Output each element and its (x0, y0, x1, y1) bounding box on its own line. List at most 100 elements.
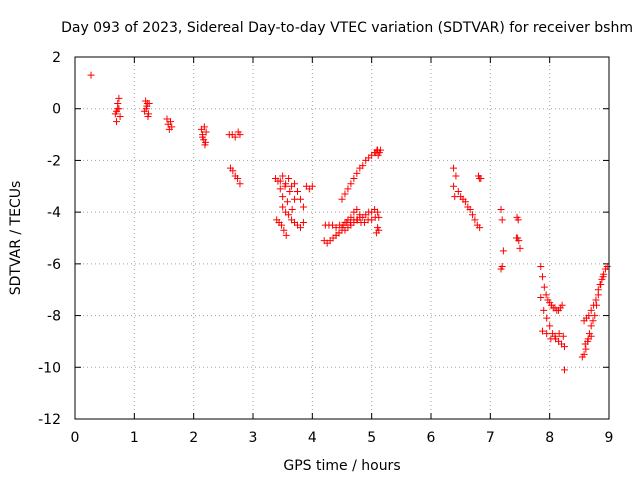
grid (75, 57, 609, 419)
x-tick-label: 5 (367, 430, 376, 446)
data-point (280, 226, 288, 234)
x-tick-label: 4 (308, 430, 317, 446)
data-point (537, 262, 545, 270)
x-tick-label: 8 (545, 430, 554, 446)
data-point (469, 211, 477, 219)
x-axis-label: GPS time / hours (283, 458, 400, 474)
data-point (580, 350, 588, 358)
x-tick-label: 0 (71, 430, 80, 446)
data-point (142, 105, 150, 113)
x-tick-label: 2 (189, 430, 198, 446)
data-point (590, 301, 598, 309)
data-point (163, 115, 171, 123)
data-point (286, 187, 294, 195)
chart-title: Day 093 of 2023, Sidereal Day-to-day VTE… (61, 20, 633, 36)
data-point (332, 224, 340, 232)
data-point (516, 244, 524, 252)
data-point (338, 195, 346, 203)
data-point (450, 164, 458, 172)
data-point (589, 317, 597, 325)
data-point (356, 211, 364, 219)
data-point (361, 218, 369, 226)
plot-frame (74, 56, 610, 420)
data-point (335, 229, 343, 237)
data-point (202, 128, 210, 136)
data-point (499, 247, 507, 255)
data-point (591, 312, 599, 320)
data-point (514, 216, 522, 224)
data-point (282, 231, 290, 239)
data-point (296, 224, 304, 232)
y-tick-label: 0 (52, 102, 61, 118)
y-tick-label: 2 (52, 50, 61, 66)
data-point (279, 172, 287, 180)
y-axis-label: SDTVAR / TECUs (8, 181, 24, 296)
data-point (471, 216, 479, 224)
data-point (231, 133, 239, 141)
data-point (308, 182, 316, 190)
data-point (329, 221, 337, 229)
data-point (168, 123, 176, 131)
data-point (477, 175, 485, 183)
x-tick-label: 7 (486, 430, 495, 446)
data-point (115, 94, 123, 102)
data-point (294, 187, 301, 195)
x-tick-label: 3 (249, 430, 258, 446)
data-point (347, 180, 355, 188)
data-point (375, 213, 383, 221)
data-point (115, 105, 123, 113)
data-point (277, 221, 285, 229)
data-point (374, 208, 382, 216)
data-point (341, 190, 349, 198)
data-point (167, 118, 175, 126)
data-point (599, 273, 607, 281)
data-point (597, 281, 605, 289)
y-tick-label: -6 (47, 257, 61, 273)
data-point (561, 343, 568, 351)
data-point (288, 206, 296, 214)
data-point (350, 175, 358, 183)
data-point (200, 123, 208, 131)
data-point (199, 133, 207, 141)
data-point (353, 169, 361, 177)
data-point (540, 283, 548, 291)
data-point (347, 213, 355, 221)
data-point (291, 180, 299, 188)
data-point (279, 203, 287, 211)
data-point (375, 226, 383, 234)
data-point (353, 216, 361, 224)
data-point (344, 185, 352, 193)
data-point (551, 332, 559, 340)
data-point (539, 273, 547, 281)
data-point (143, 100, 151, 108)
data-point (543, 314, 551, 322)
data-point (113, 118, 121, 126)
data-point (299, 218, 307, 226)
data-point (559, 332, 567, 340)
data-point (299, 203, 307, 211)
data-point (466, 206, 474, 214)
data-point (585, 312, 593, 320)
data-point (116, 112, 124, 120)
data-point (498, 216, 506, 224)
data-point (276, 185, 284, 193)
data-point (497, 206, 505, 214)
y-tick-label: -10 (38, 360, 61, 376)
data-point (603, 262, 611, 270)
y-tick-label: -8 (47, 309, 61, 325)
data-point (338, 224, 346, 232)
data-points (87, 71, 611, 374)
data-point (282, 180, 290, 188)
x-tick-label: 9 (605, 430, 614, 446)
data-point (296, 195, 304, 203)
data-point (547, 335, 555, 343)
data-point (236, 180, 244, 188)
data-point (476, 224, 484, 232)
data-point (276, 177, 284, 185)
data-point (452, 172, 460, 180)
data-point (558, 301, 566, 309)
y-tick-label: -2 (47, 153, 61, 169)
data-point (555, 330, 563, 338)
data-point (587, 332, 595, 340)
data-point (285, 211, 293, 219)
